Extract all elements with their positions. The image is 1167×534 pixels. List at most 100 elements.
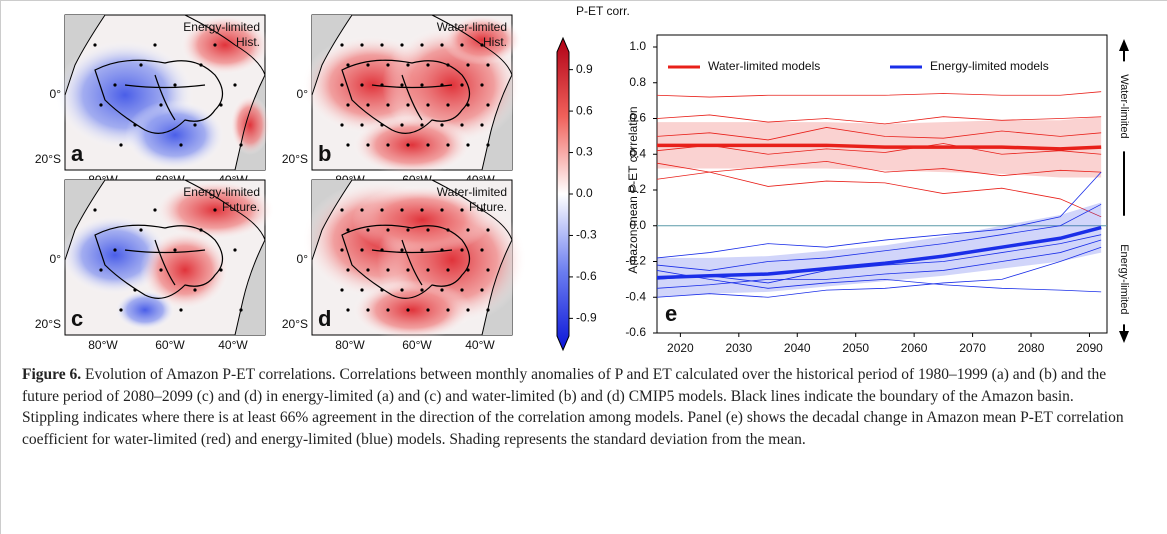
stipple xyxy=(426,103,430,107)
stipple xyxy=(486,143,490,147)
annotation: Energy-limited xyxy=(1118,244,1130,314)
stipple xyxy=(400,123,404,127)
stipple xyxy=(406,143,410,147)
stipple xyxy=(486,228,490,232)
stipple xyxy=(360,248,364,252)
caption: Figure 6. Evolution of Amazon P-ET corre… xyxy=(22,364,1132,450)
stipple xyxy=(480,123,484,127)
stipple xyxy=(213,43,217,47)
caption-label: Figure 6. xyxy=(22,366,82,383)
coastline xyxy=(64,14,266,171)
stipple xyxy=(386,143,390,147)
lat-label: 0° xyxy=(297,252,309,266)
y-axis-label: Amazon mean P-ET correlation xyxy=(626,106,640,273)
stipple xyxy=(173,248,177,252)
lon-label: 40°W xyxy=(218,338,248,352)
stipple xyxy=(406,268,410,272)
stipple xyxy=(440,123,444,127)
x-tick-label: 2060 xyxy=(901,341,928,355)
map-label: Energy-limited xyxy=(183,185,260,199)
stipple xyxy=(133,123,137,127)
colorbar-tick-label: 0.3 xyxy=(576,145,593,159)
stipple xyxy=(480,208,484,212)
panel-letter: a xyxy=(71,141,84,166)
stipple xyxy=(366,268,370,272)
stipple xyxy=(219,103,223,107)
stipple xyxy=(366,228,370,232)
map-label: Energy-limited xyxy=(183,20,260,34)
stipple xyxy=(340,43,344,47)
stipple xyxy=(460,288,464,292)
stipple xyxy=(486,308,490,312)
stipple xyxy=(99,103,103,107)
mean-line xyxy=(657,143,1102,151)
stipple xyxy=(173,83,177,87)
arrowhead xyxy=(1119,331,1129,343)
x-tick-label: 2040 xyxy=(784,341,811,355)
stipple xyxy=(113,248,117,252)
map-label: Water-limited xyxy=(437,20,507,34)
model-line xyxy=(656,203,1102,271)
stipple xyxy=(446,63,450,67)
lat-label: 0° xyxy=(50,87,62,101)
stipple xyxy=(420,288,424,292)
model-line xyxy=(656,114,1102,125)
map-label: Water-limited xyxy=(437,185,507,199)
correlation-field xyxy=(442,15,522,65)
stipple xyxy=(480,83,484,87)
stipple xyxy=(340,248,344,252)
stipple xyxy=(406,63,410,67)
stipple xyxy=(239,308,243,312)
stipple xyxy=(426,228,430,232)
y-tick-label: 1.0 xyxy=(629,39,646,53)
stipple xyxy=(400,83,404,87)
legend-label: Energy-limited models xyxy=(930,59,1049,73)
stipple xyxy=(179,143,183,147)
stipple xyxy=(386,103,390,107)
correlation-field xyxy=(115,290,175,330)
caption-text: Evolution of Amazon P-ET correlations. C… xyxy=(22,366,1124,448)
stipple xyxy=(446,268,450,272)
basin-boundary xyxy=(341,59,471,134)
ocean xyxy=(65,15,265,170)
model-line xyxy=(656,143,1102,155)
stipple xyxy=(486,103,490,107)
lat-label: 20°S xyxy=(282,152,308,166)
stipple xyxy=(440,208,444,212)
stipple xyxy=(440,83,444,87)
stipple xyxy=(119,308,123,312)
stipple xyxy=(466,63,470,67)
map-label: Hist. xyxy=(236,35,260,49)
stipple xyxy=(340,123,344,127)
stipple xyxy=(406,103,410,107)
stipple xyxy=(219,268,223,272)
model-line xyxy=(656,171,1102,259)
lon-label: 80°W xyxy=(88,338,118,352)
map-label: Future. xyxy=(222,200,260,214)
stipple xyxy=(366,308,370,312)
stipple xyxy=(380,43,384,47)
y-tick-label: 0.4 xyxy=(629,146,646,160)
stipple xyxy=(426,268,430,272)
stipple xyxy=(480,288,484,292)
stipple xyxy=(93,43,97,47)
stipple xyxy=(199,228,203,232)
colorbar-tick-label: 0.9 xyxy=(576,62,593,76)
model-line xyxy=(656,246,1102,298)
basin-boundary xyxy=(341,224,471,299)
map-label: Future. xyxy=(469,200,507,214)
x-tick-label: 2070 xyxy=(959,341,986,355)
stipple xyxy=(420,123,424,127)
colorbar-tick-label: 0.6 xyxy=(576,103,593,117)
stipple xyxy=(179,308,183,312)
stipple xyxy=(460,83,464,87)
stipple xyxy=(486,268,490,272)
colorbar-tick-label: -0.3 xyxy=(576,228,597,242)
stipple xyxy=(420,83,424,87)
lon-label: 40°W xyxy=(465,338,495,352)
y-tick-label: -0.4 xyxy=(625,289,646,303)
coastline xyxy=(64,179,266,336)
